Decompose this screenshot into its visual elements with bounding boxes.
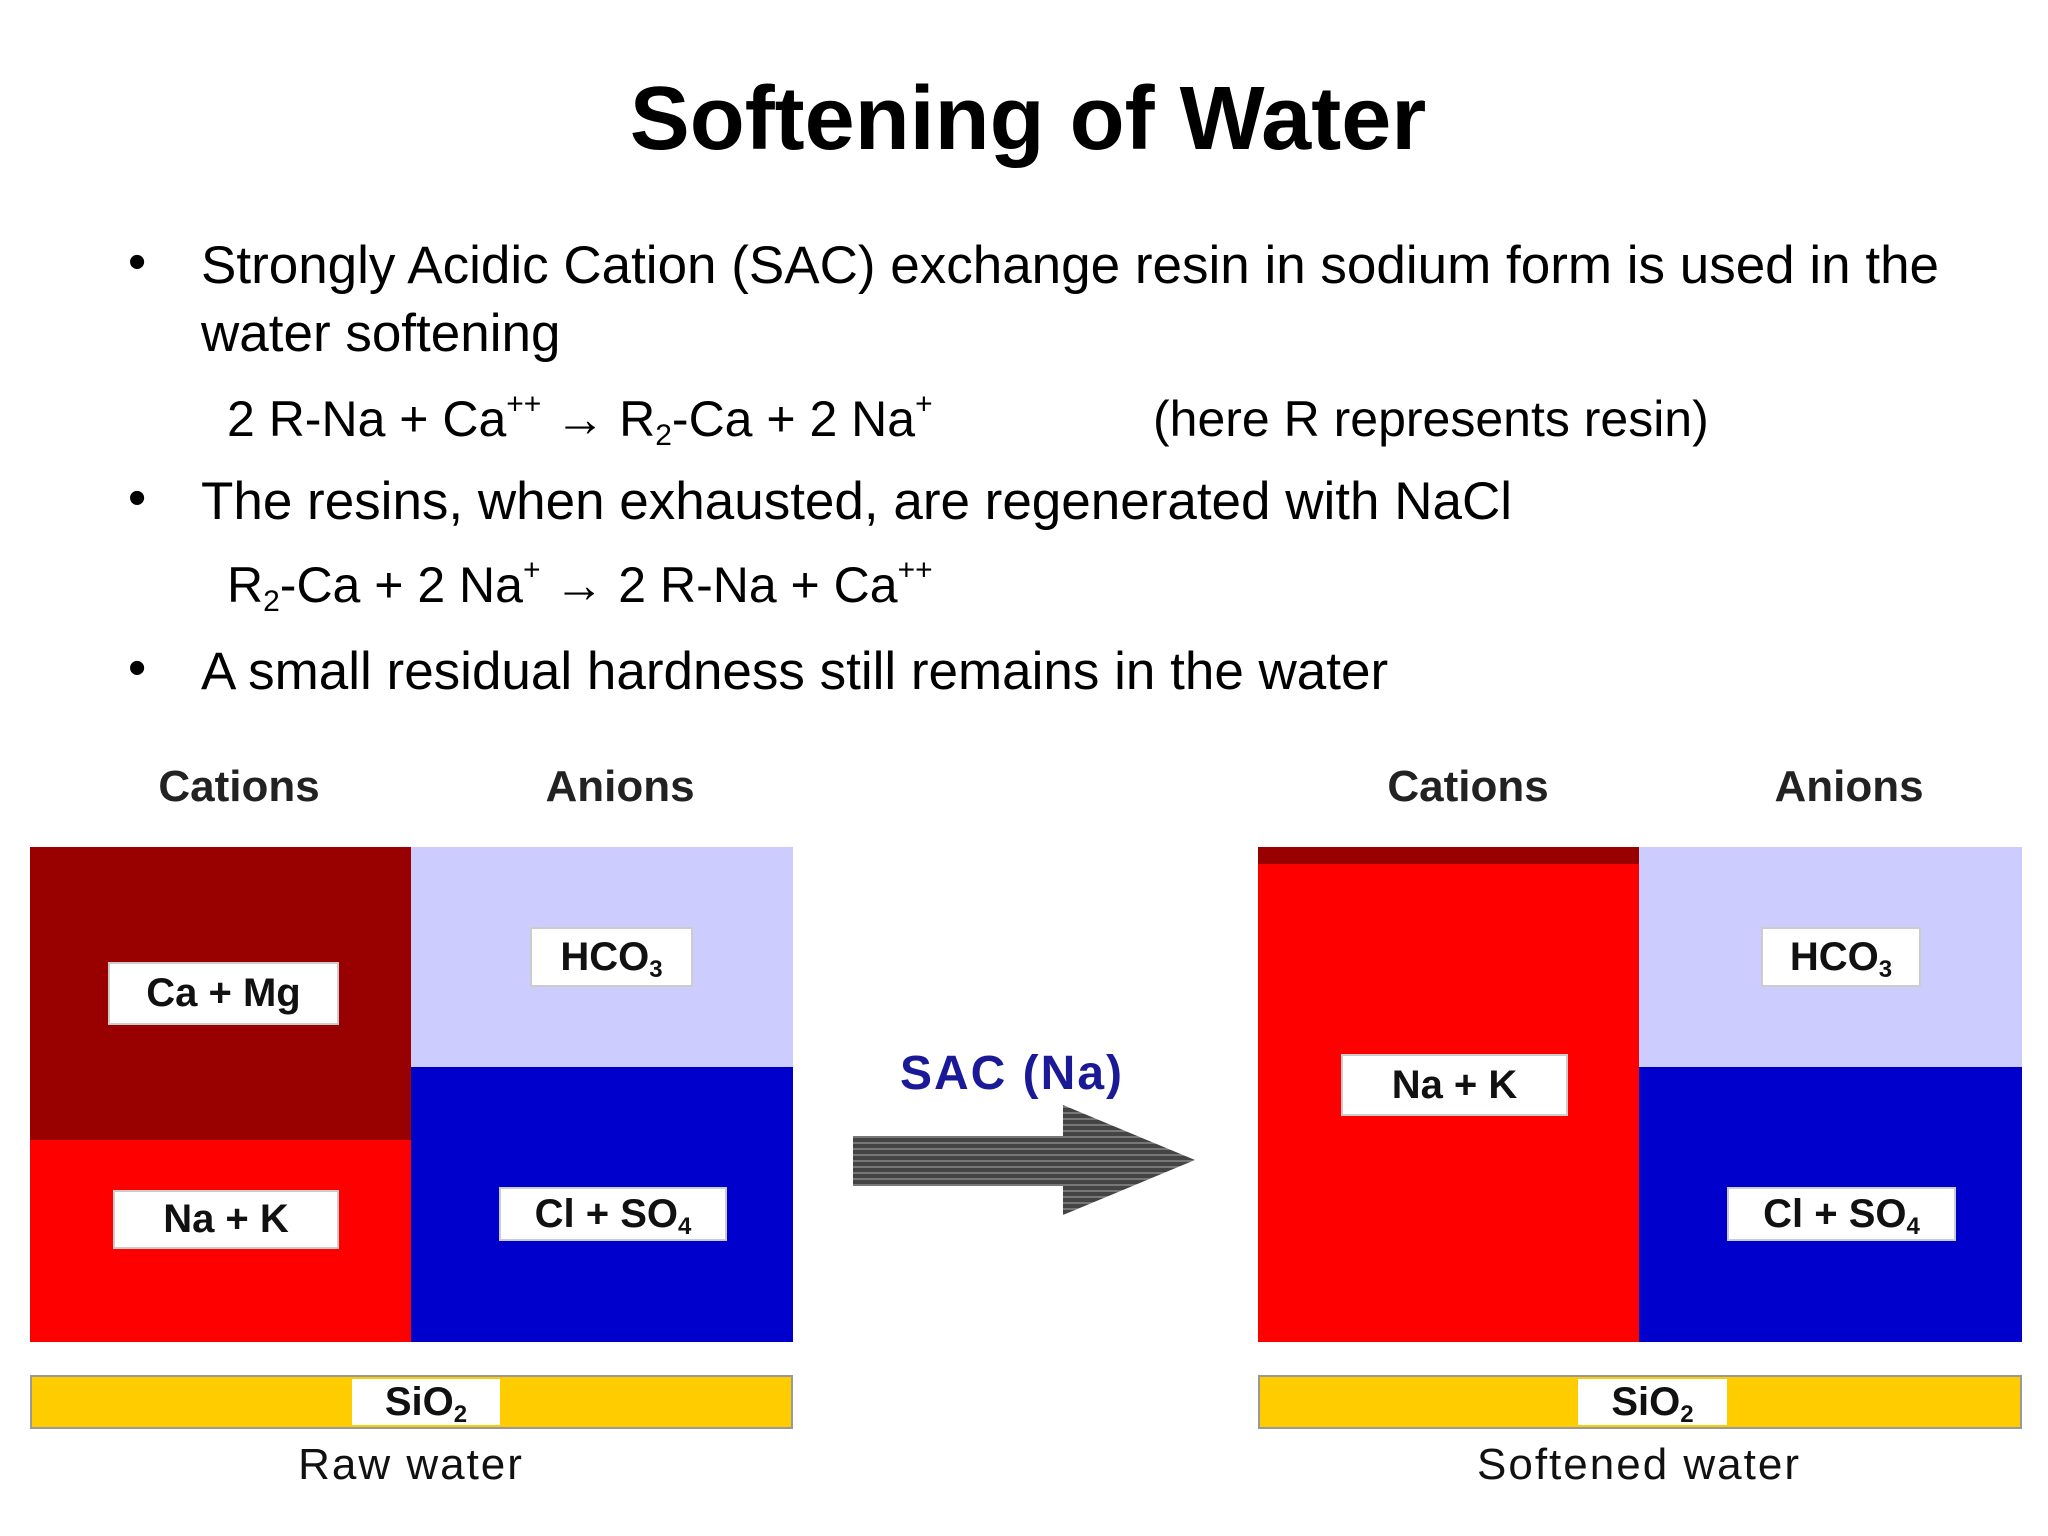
formula-text: -Ca + 2 Na bbox=[279, 557, 523, 613]
diagram-caption: Softened water bbox=[1477, 1440, 1801, 1489]
bullet-marker: • bbox=[128, 469, 147, 527]
formula-text: HCO bbox=[1789, 934, 1879, 979]
equation-note: (here R represents resin) bbox=[1153, 391, 1709, 447]
column-header: Cations bbox=[1387, 762, 1549, 811]
formula-sup: + bbox=[915, 387, 933, 421]
block-label: SiO2 bbox=[352, 1379, 500, 1428]
formula: Na + K bbox=[163, 1197, 289, 1242]
formula-text: Cl + SO bbox=[534, 1191, 679, 1236]
equation: 2 R-Na + Ca++ → R2-Ca + 2 Na+ bbox=[227, 387, 933, 451]
formula-sup: + bbox=[522, 553, 541, 587]
equation: R2-Ca + 2 Na+ → 2 R-Na + Ca++ bbox=[227, 553, 933, 617]
formula-sub: 2 bbox=[1680, 1400, 1694, 1428]
formula-text: Ca + Mg bbox=[146, 971, 301, 1015]
formula: HCO3 bbox=[560, 934, 663, 983]
formula-text: Na + K bbox=[163, 1197, 289, 1241]
formula: Na + K bbox=[1392, 1063, 1518, 1108]
formula: Ca + Mg bbox=[146, 971, 300, 1016]
formula-text: Cl + SO bbox=[1763, 1191, 1907, 1236]
block-label: Cl + SO4 bbox=[1727, 1187, 1956, 1241]
bullet-marker: • bbox=[128, 639, 147, 697]
bullet-text: A small residual hardness still remains … bbox=[201, 642, 1389, 701]
formula: SiO2 bbox=[384, 1379, 468, 1428]
formula-text: → R bbox=[541, 391, 656, 447]
formula-sup: ++ bbox=[506, 387, 542, 421]
formula-sup: ++ bbox=[897, 553, 933, 587]
slide-title: Softening of Water bbox=[629, 69, 1427, 169]
column-header: Cations bbox=[158, 762, 320, 811]
formula: SiO2 bbox=[1611, 1379, 1694, 1428]
formula-text: SiO bbox=[384, 1379, 454, 1424]
formula-text: R bbox=[227, 557, 264, 613]
column-header: Anions bbox=[1774, 762, 1924, 811]
formula-sub: 4 bbox=[1906, 1212, 1920, 1240]
formula: Cl + SO4 bbox=[1763, 1191, 1920, 1240]
block-label: Ca + Mg bbox=[108, 962, 339, 1025]
column-header: Anions bbox=[545, 762, 695, 811]
bullet-marker: • bbox=[128, 233, 147, 291]
block-label: Cl + SO4 bbox=[499, 1187, 727, 1241]
block-label: SiO2 bbox=[1578, 1379, 1727, 1428]
formula-sub: 3 bbox=[649, 955, 663, 983]
block-label: HCO3 bbox=[1761, 927, 1921, 987]
block-label: Na + K bbox=[1341, 1054, 1568, 1116]
formula-text: → 2 R-Na + Ca bbox=[540, 557, 898, 613]
formula-sub: 2 bbox=[453, 1400, 468, 1428]
diagram-caption: Raw water bbox=[298, 1440, 524, 1489]
formula-text: SiO bbox=[1611, 1379, 1681, 1424]
formula: 2 R-Na + Ca++ → R2-Ca + 2 Na+ bbox=[227, 387, 933, 451]
formula-text: -Ca + 2 Na bbox=[671, 391, 916, 447]
formula-text: 2 R-Na + Ca bbox=[227, 391, 507, 447]
formula-text: Na + K bbox=[1391, 1062, 1518, 1107]
formula-text: HCO bbox=[560, 934, 650, 979]
formula-sub: 3 bbox=[1878, 955, 1893, 983]
process-arrow bbox=[853, 1105, 1195, 1215]
bullet-text: The resins, when exhausted, are regenera… bbox=[201, 472, 1512, 531]
block-label: Na + K bbox=[113, 1190, 339, 1249]
process-label: SAC (Na) bbox=[900, 1047, 1125, 1100]
formula: R2-Ca + 2 Na+ → 2 R-Na + Ca++ bbox=[227, 553, 933, 617]
bullet-text: Strongly Acidic Cation (SAC) exchange re… bbox=[201, 236, 1940, 363]
block-label: HCO3 bbox=[530, 927, 693, 987]
formula-sub: 2 bbox=[263, 585, 280, 618]
hardness-block bbox=[1258, 847, 1639, 864]
formula-sub: 4 bbox=[678, 1212, 692, 1240]
formula: Cl + SO4 bbox=[534, 1191, 692, 1240]
formula: HCO3 bbox=[1789, 934, 1893, 983]
formula-sub: 2 bbox=[655, 419, 672, 452]
